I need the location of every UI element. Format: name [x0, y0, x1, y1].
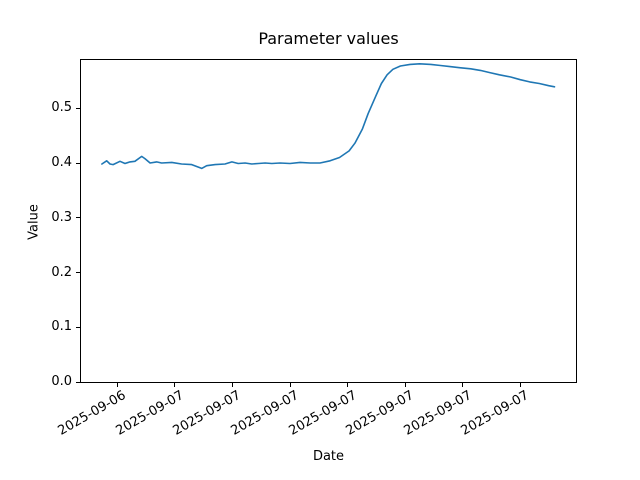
y-tick-mark	[76, 162, 80, 164]
y-tick-mark	[76, 326, 80, 328]
x-tick-mark	[462, 383, 464, 387]
x-tick-mark	[519, 383, 521, 387]
y-tick-label: 0.1	[51, 319, 72, 335]
chart-title: Parameter values	[258, 29, 399, 48]
y-tick-mark	[76, 107, 80, 109]
x-tick-mark	[231, 383, 233, 387]
x-axis-label: Date	[312, 449, 345, 464]
y-tick-label: 0.0	[51, 374, 72, 389]
y-tick-label: 0.2	[51, 264, 72, 280]
y-tick-label: 0.3	[51, 209, 72, 225]
line-chart-svg	[101, 62, 556, 170]
x-tick-mark	[347, 383, 349, 387]
x-tick-mark	[289, 383, 291, 387]
data-line	[101, 62, 556, 170]
plot-area	[80, 59, 577, 383]
y-tick-label: 0.4	[51, 155, 72, 170]
y-tick-mark	[76, 381, 80, 383]
x-tick-mark	[404, 383, 406, 387]
y-tick-label: 0.5	[51, 100, 72, 116]
x-tick-mark	[116, 383, 118, 387]
y-tick-mark	[76, 217, 80, 219]
y-tick-mark	[76, 272, 80, 273]
x-tick-mark	[174, 383, 176, 387]
